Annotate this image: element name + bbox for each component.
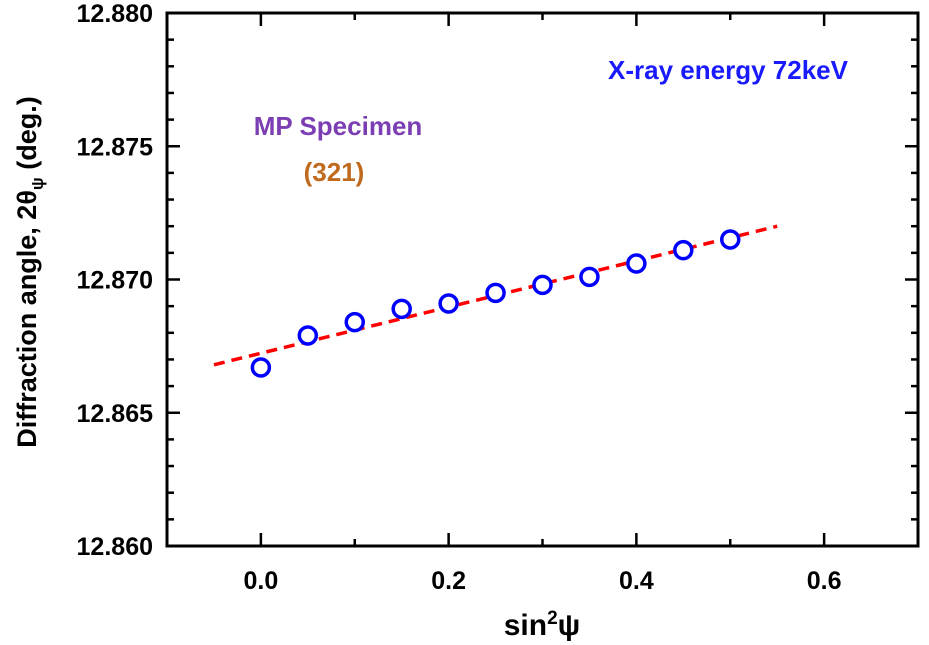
y-tick-label: 12.865 xyxy=(77,400,154,428)
y-tick-label: 12.875 xyxy=(77,133,154,161)
y-tick-label: 12.860 xyxy=(77,533,153,561)
x-tick-label: 0.0 xyxy=(243,567,278,595)
y-axis-title: Diffraction angle, 2θψ (deg.) xyxy=(12,96,47,447)
y-axis-title-unit: (deg.) xyxy=(12,96,42,177)
data-point xyxy=(626,253,647,274)
axis-ticks xyxy=(165,11,920,548)
y-axis-title-subscript: ψ xyxy=(28,177,47,190)
specimen-annotation: MP Specimen xyxy=(254,111,423,141)
x-axis-title-superscript: 2 xyxy=(547,608,558,629)
axis-labels: 0.0 0.2 0.4 0.6 12.860 12.865 12.870 12.875 12.8… xyxy=(77,0,842,595)
x-axis-title: sin2ψ xyxy=(504,608,581,642)
data-point xyxy=(438,293,459,314)
data-point xyxy=(391,298,412,320)
y-tick-label: 12.870 xyxy=(77,267,153,295)
data-point xyxy=(720,229,741,250)
data-point xyxy=(532,274,553,296)
data-point xyxy=(344,311,365,333)
x-tick-label: 0.6 xyxy=(807,567,842,595)
x-tick-label: 0.4 xyxy=(619,567,654,595)
data-point xyxy=(297,325,319,346)
plane-annotation: (321) xyxy=(304,157,365,187)
data-point xyxy=(485,282,506,304)
data-point xyxy=(579,266,600,288)
data-point xyxy=(673,239,694,261)
energy-annotation: X-ray energy 72keV xyxy=(608,55,849,85)
x-tick-label: 0.2 xyxy=(431,567,466,595)
data-point xyxy=(250,357,272,378)
y-tick-label: 12.880 xyxy=(77,0,153,28)
x-axis-title-psi: ψ xyxy=(558,609,581,642)
data-points xyxy=(250,229,741,378)
